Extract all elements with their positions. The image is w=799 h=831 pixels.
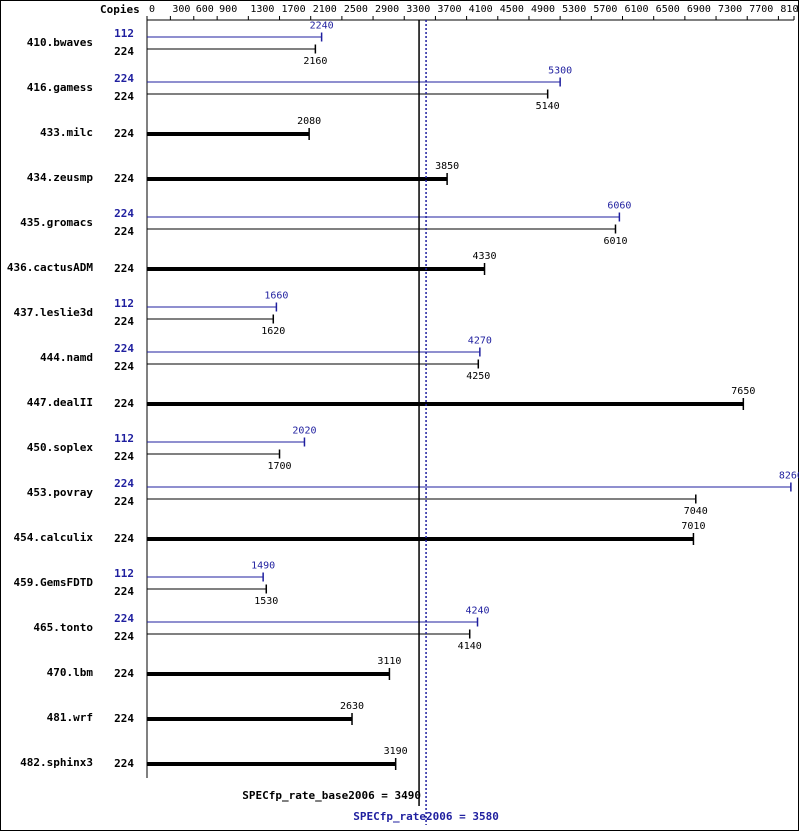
value-label: 2160 — [303, 56, 327, 67]
x-tick-label: 3300 — [406, 4, 430, 15]
x-tick-label: 6500 — [656, 4, 680, 15]
benchmark-name: 416.gamess — [27, 81, 93, 94]
x-tick-label: 2100 — [313, 4, 337, 15]
benchmark-name: 447.dealII — [27, 396, 93, 409]
benchmark-name: 434.zeusmp — [27, 171, 94, 184]
x-tick-label: 900 — [219, 4, 237, 15]
value-label: 4140 — [458, 641, 482, 652]
copies-label: 224 — [114, 585, 134, 598]
copies-label: 224 — [114, 172, 134, 185]
value-label: 2020 — [292, 426, 316, 437]
value-label: 4250 — [466, 371, 490, 382]
x-tick-label: 5300 — [562, 4, 586, 15]
copies-label: 224 — [114, 262, 134, 275]
x-tick-label: 6100 — [625, 4, 649, 15]
reference-label: SPECfp_rate_base2006 = 3490 — [242, 789, 421, 802]
benchmark-name: 437.leslie3d — [14, 306, 93, 319]
benchmark-name: 482.sphinx3 — [20, 756, 93, 769]
value-label: 7040 — [684, 506, 708, 517]
x-tick-label: 600 — [196, 4, 214, 15]
x-tick-label: 300 — [172, 4, 190, 15]
copies-label: 224 — [114, 757, 134, 770]
benchmark-name: 436.cactusADM — [7, 261, 93, 274]
copies-label: 112 — [114, 432, 134, 445]
x-tick-label: 7700 — [749, 4, 773, 15]
value-label: 3110 — [377, 656, 401, 667]
copies-label: 224 — [114, 667, 134, 680]
value-label: 1530 — [254, 596, 278, 607]
x-tick-label: 6900 — [687, 4, 711, 15]
benchmark-name: 465.tonto — [33, 621, 93, 634]
copies-label: 224 — [114, 360, 134, 373]
copies-label: 224 — [114, 127, 134, 140]
x-tick-label: 4500 — [500, 4, 524, 15]
value-label: 1700 — [267, 461, 291, 472]
benchmark-name: 481.wrf — [47, 711, 93, 724]
benchmark-name: 435.gromacs — [20, 216, 93, 229]
benchmark-name: 459.GemsFDTD — [14, 576, 94, 589]
copies-label: 224 — [114, 315, 134, 328]
x-tick-label: 2500 — [344, 4, 368, 15]
x-tick-label: 3700 — [437, 4, 461, 15]
value-label: 2630 — [340, 701, 364, 712]
benchmark-name: 450.soplex — [27, 441, 94, 454]
copies-label: 224 — [114, 450, 134, 463]
value-label: 4330 — [472, 251, 496, 262]
copies-label: 224 — [114, 90, 134, 103]
copies-label: 224 — [114, 495, 134, 508]
copies-label: 224 — [114, 207, 134, 220]
value-label: 4270 — [468, 336, 492, 347]
value-label: 1490 — [251, 561, 275, 572]
copies-label: 224 — [114, 225, 134, 238]
x-tick-label: 2900 — [375, 4, 399, 15]
copies-label: 224 — [114, 630, 134, 643]
reference-label: SPECfp_rate2006 = 3580 — [353, 810, 499, 823]
value-label: 1620 — [261, 326, 285, 337]
copies-label: 112 — [114, 297, 134, 310]
copies-label: 112 — [114, 27, 134, 40]
x-tick-label: 8300 — [796, 4, 799, 15]
value-label: 7010 — [681, 521, 705, 532]
copies-label: 224 — [114, 712, 134, 725]
copies-label: 224 — [114, 45, 134, 58]
value-label: 5140 — [536, 101, 560, 112]
value-label: 5300 — [548, 66, 572, 77]
benchmark-name: 454.calculix — [14, 531, 94, 544]
value-label: 2080 — [297, 116, 321, 127]
copies-label: 112 — [114, 567, 134, 580]
x-tick-label: 4100 — [469, 4, 493, 15]
benchmark-name: 453.povray — [27, 486, 94, 499]
value-label: 3190 — [384, 746, 408, 757]
x-tick-label: 5700 — [593, 4, 617, 15]
benchmark-name: 470.lbm — [47, 666, 94, 679]
x-tick-label: 0 — [149, 4, 155, 15]
copies-label: 224 — [114, 72, 134, 85]
value-label: 6010 — [603, 236, 627, 247]
value-label: 6060 — [607, 201, 631, 212]
x-tick-label: 1300 — [250, 4, 274, 15]
x-tick-label: 4900 — [531, 4, 555, 15]
value-label: 3850 — [435, 161, 459, 172]
value-label: 7650 — [731, 386, 755, 397]
x-tick-label: 8100 — [780, 4, 799, 15]
value-label: 1660 — [264, 291, 288, 302]
benchmark-name: 444.namd — [40, 351, 93, 364]
value-label: 2240 — [310, 21, 334, 32]
x-tick-label: 1700 — [282, 4, 306, 15]
value-label: 4240 — [465, 606, 489, 617]
benchmark-name: 410.bwaves — [27, 36, 93, 49]
copies-header: Copies — [100, 3, 140, 16]
copies-label: 224 — [114, 342, 134, 355]
copies-label: 224 — [114, 612, 134, 625]
value-label: 8260 — [779, 471, 799, 482]
copies-label: 224 — [114, 397, 134, 410]
x-tick-label: 7300 — [718, 4, 742, 15]
copies-label: 224 — [114, 477, 134, 490]
benchmark-name: 433.milc — [40, 126, 93, 139]
copies-label: 224 — [114, 532, 134, 545]
